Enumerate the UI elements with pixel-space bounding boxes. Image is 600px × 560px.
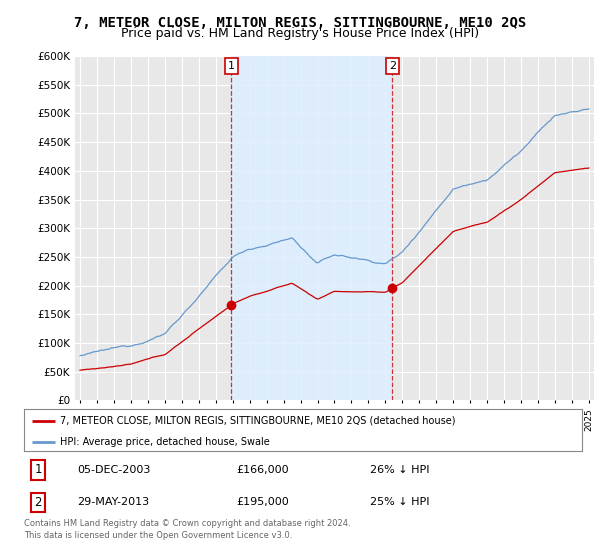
Text: 7, METEOR CLOSE, MILTON REGIS, SITTINGBOURNE, ME10 2QS: 7, METEOR CLOSE, MILTON REGIS, SITTINGBO… xyxy=(74,16,526,30)
Text: Contains HM Land Registry data © Crown copyright and database right 2024.: Contains HM Land Registry data © Crown c… xyxy=(24,519,350,528)
Text: Price paid vs. HM Land Registry's House Price Index (HPI): Price paid vs. HM Land Registry's House … xyxy=(121,27,479,40)
Text: 1: 1 xyxy=(34,463,42,477)
Text: 26% ↓ HPI: 26% ↓ HPI xyxy=(370,465,430,475)
Text: 7, METEOR CLOSE, MILTON REGIS, SITTINGBOURNE, ME10 2QS (detached house): 7, METEOR CLOSE, MILTON REGIS, SITTINGBO… xyxy=(60,416,456,426)
Text: HPI: Average price, detached house, Swale: HPI: Average price, detached house, Swal… xyxy=(60,437,270,446)
Text: 25% ↓ HPI: 25% ↓ HPI xyxy=(370,497,430,507)
Text: 05-DEC-2003: 05-DEC-2003 xyxy=(77,465,151,475)
Text: £166,000: £166,000 xyxy=(236,465,289,475)
Text: This data is licensed under the Open Government Licence v3.0.: This data is licensed under the Open Gov… xyxy=(24,531,292,540)
Bar xyxy=(232,56,392,400)
Text: £195,000: £195,000 xyxy=(236,497,289,507)
Text: 2: 2 xyxy=(34,496,42,509)
Text: 29-MAY-2013: 29-MAY-2013 xyxy=(77,497,149,507)
Text: 1: 1 xyxy=(228,61,235,71)
Text: 2: 2 xyxy=(389,61,396,71)
